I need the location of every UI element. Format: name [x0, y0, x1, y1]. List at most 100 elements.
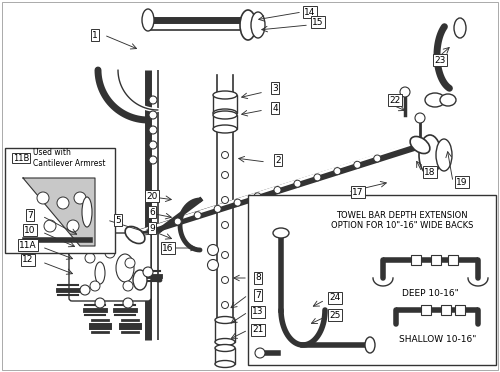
Bar: [215, 320, 235, 342]
Text: 13: 13: [252, 308, 264, 317]
Circle shape: [208, 260, 218, 270]
Ellipse shape: [251, 12, 265, 38]
FancyBboxPatch shape: [69, 233, 151, 301]
Bar: [248, 195, 496, 365]
Circle shape: [105, 248, 115, 258]
Text: 23: 23: [434, 55, 446, 64]
Circle shape: [294, 180, 301, 187]
Circle shape: [37, 192, 49, 204]
Circle shape: [149, 141, 157, 149]
Circle shape: [80, 285, 90, 295]
Bar: [431, 255, 441, 265]
Circle shape: [95, 298, 105, 308]
Circle shape: [234, 199, 241, 206]
Ellipse shape: [365, 337, 375, 353]
Text: 7: 7: [27, 211, 33, 219]
Text: 11B: 11B: [13, 154, 30, 163]
Bar: [213, 115, 237, 129]
Circle shape: [374, 155, 381, 162]
Circle shape: [90, 281, 100, 291]
Circle shape: [400, 87, 410, 97]
Text: Used with
Cantilever Armrest: Used with Cantilever Armrest: [33, 148, 106, 168]
Text: 5: 5: [115, 215, 121, 224]
Circle shape: [143, 267, 153, 277]
Bar: [455, 305, 465, 315]
Text: 3: 3: [272, 83, 278, 93]
Ellipse shape: [215, 360, 235, 368]
Ellipse shape: [440, 94, 456, 106]
Text: 17: 17: [352, 187, 364, 196]
Circle shape: [334, 168, 341, 174]
Ellipse shape: [215, 339, 235, 346]
Circle shape: [57, 197, 69, 209]
Text: 8: 8: [255, 273, 261, 282]
Text: 9: 9: [149, 224, 155, 232]
Text: 11A: 11A: [19, 241, 37, 250]
Circle shape: [222, 301, 228, 308]
Circle shape: [415, 113, 425, 123]
Circle shape: [354, 161, 361, 168]
Text: 19: 19: [456, 177, 468, 186]
Ellipse shape: [213, 125, 237, 133]
Circle shape: [74, 192, 86, 204]
Text: 4: 4: [272, 103, 278, 112]
Text: DEEP 10-16": DEEP 10-16": [402, 289, 458, 298]
Bar: [213, 95, 237, 113]
Text: 22: 22: [390, 96, 400, 105]
Bar: [215, 348, 235, 364]
Circle shape: [314, 174, 321, 181]
Text: SHALLOW 10-16": SHALLOW 10-16": [400, 335, 476, 344]
Ellipse shape: [436, 139, 452, 171]
Circle shape: [222, 221, 228, 228]
Circle shape: [222, 251, 228, 259]
Text: 12: 12: [22, 256, 34, 264]
Bar: [421, 305, 431, 315]
Text: 25: 25: [330, 311, 340, 320]
Circle shape: [222, 196, 228, 203]
Circle shape: [254, 193, 261, 200]
Circle shape: [85, 253, 95, 263]
Ellipse shape: [95, 262, 105, 284]
Circle shape: [214, 205, 221, 212]
Circle shape: [149, 156, 157, 164]
Text: 18: 18: [424, 167, 436, 176]
Circle shape: [174, 218, 181, 225]
Circle shape: [194, 212, 201, 219]
Ellipse shape: [240, 10, 256, 40]
Text: 20: 20: [146, 192, 158, 201]
Circle shape: [222, 276, 228, 283]
Ellipse shape: [213, 111, 237, 119]
Ellipse shape: [213, 91, 237, 99]
Ellipse shape: [215, 317, 235, 324]
Text: 16: 16: [162, 244, 174, 253]
Ellipse shape: [273, 228, 289, 238]
Text: 6: 6: [149, 208, 155, 217]
Circle shape: [44, 220, 56, 232]
Circle shape: [208, 244, 218, 256]
Circle shape: [149, 111, 157, 119]
Bar: [448, 255, 458, 265]
Ellipse shape: [215, 344, 235, 352]
Circle shape: [222, 151, 228, 158]
Circle shape: [222, 171, 228, 179]
Ellipse shape: [142, 9, 154, 31]
Text: TOWEL BAR DEPTH EXTENSION
OPTION FOR 10"-16" WIDE BACKS: TOWEL BAR DEPTH EXTENSION OPTION FOR 10"…: [330, 211, 473, 230]
Ellipse shape: [454, 18, 466, 38]
Circle shape: [255, 348, 265, 358]
Text: 10: 10: [24, 225, 36, 234]
Text: 2: 2: [275, 155, 281, 164]
Text: 7: 7: [255, 291, 261, 299]
Circle shape: [125, 258, 135, 268]
Ellipse shape: [125, 227, 145, 244]
Bar: [5, 148, 115, 253]
Bar: [411, 255, 421, 265]
Text: 14: 14: [304, 7, 316, 16]
Text: 15: 15: [312, 17, 324, 26]
Ellipse shape: [116, 254, 134, 282]
Ellipse shape: [82, 197, 92, 227]
Ellipse shape: [419, 135, 441, 175]
Polygon shape: [23, 178, 95, 246]
Circle shape: [67, 220, 79, 232]
Ellipse shape: [410, 137, 430, 154]
Ellipse shape: [133, 270, 147, 290]
